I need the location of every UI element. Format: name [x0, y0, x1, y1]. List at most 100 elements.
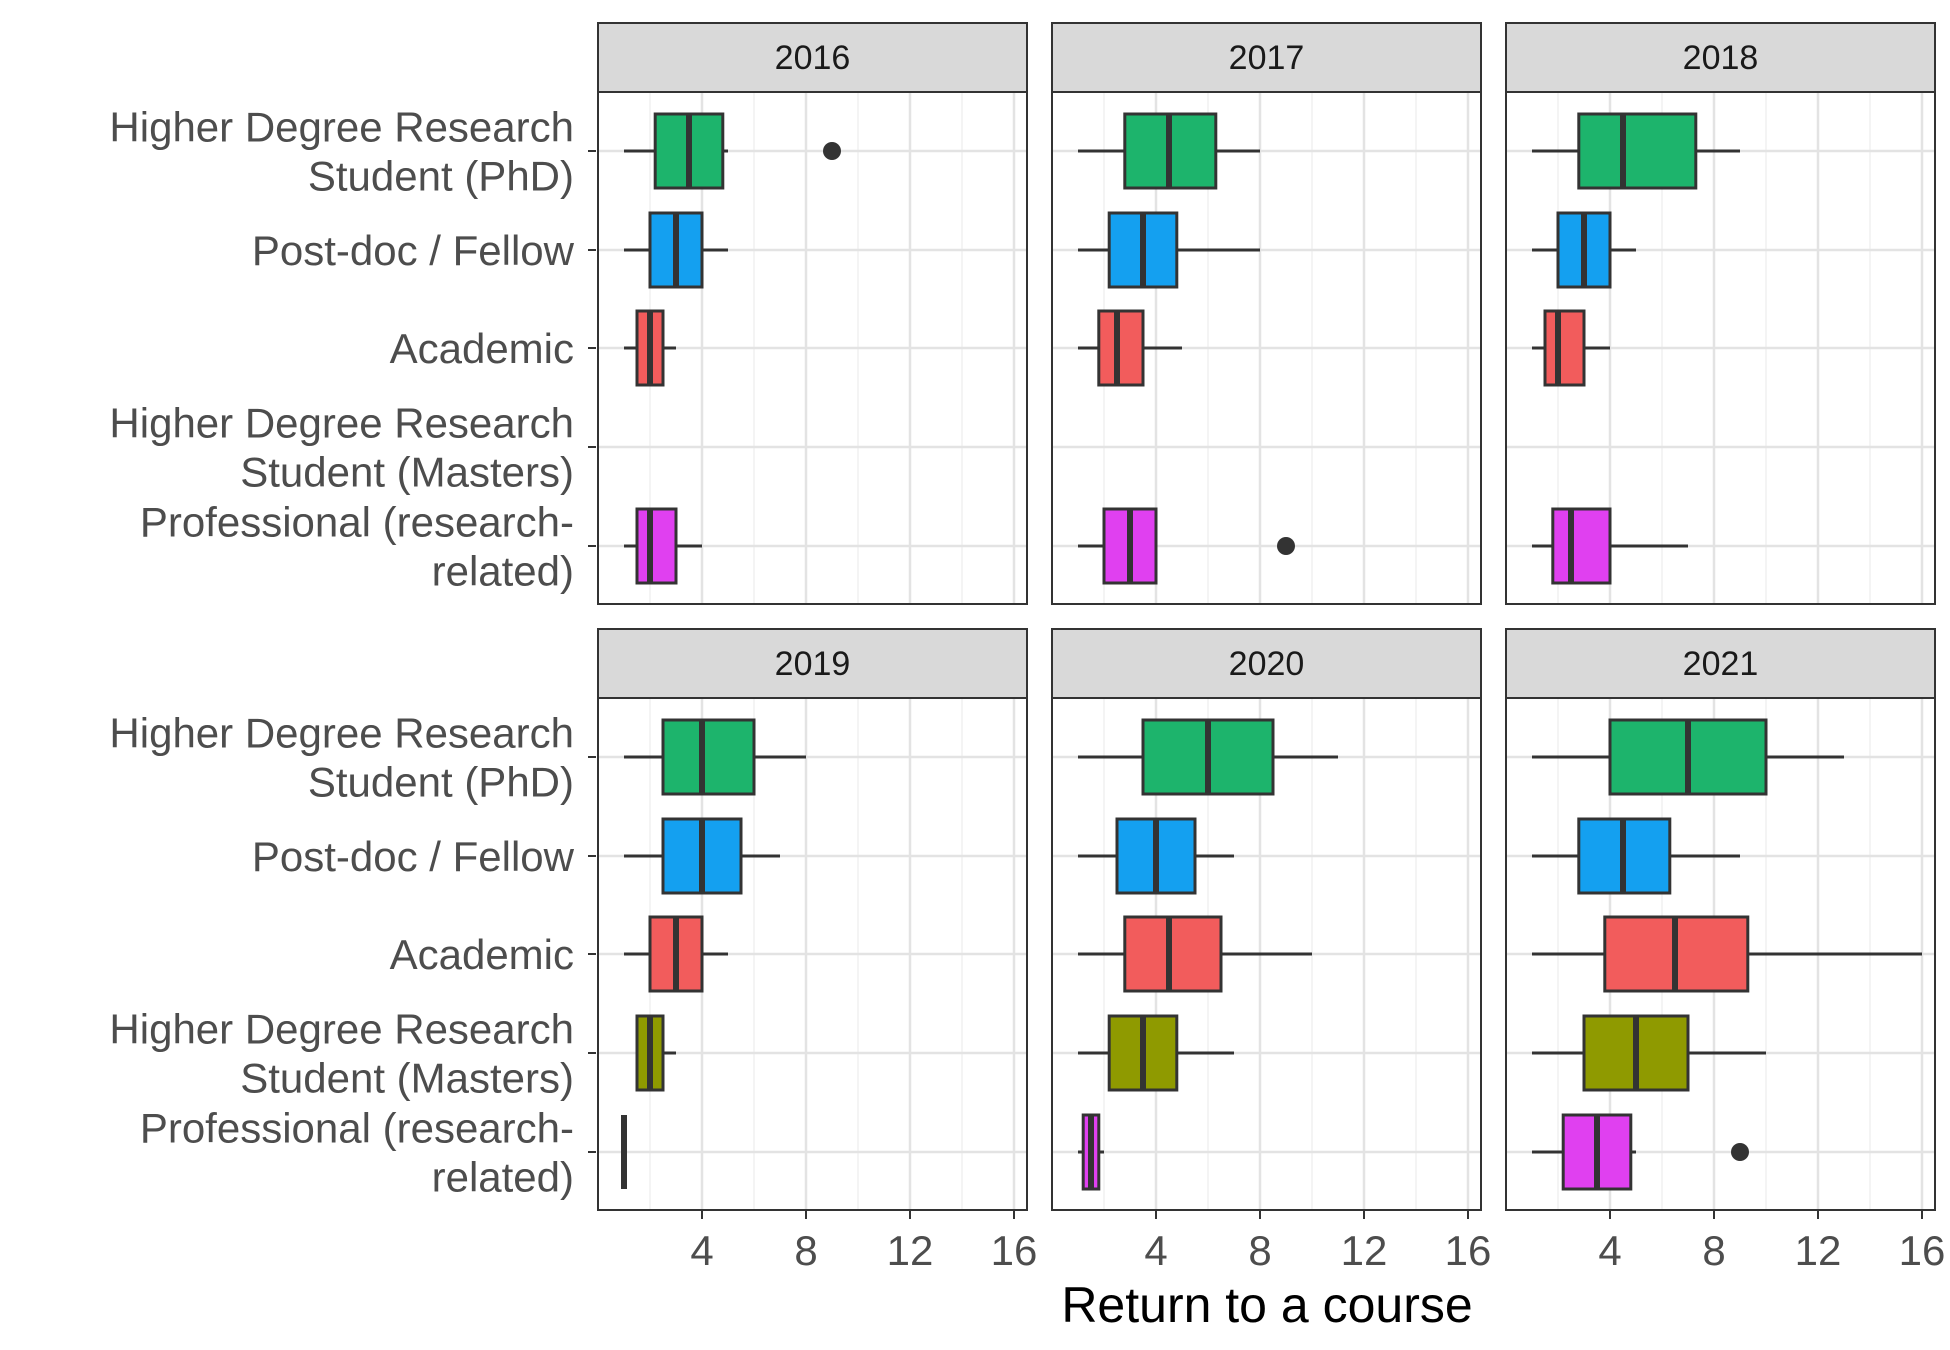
panel-border	[597, 91, 1028, 605]
category-label: Professional (research-related)	[140, 1105, 574, 1201]
box-iqr	[1551, 507, 1612, 585]
facet-panel: 2018	[1505, 22, 1936, 605]
box-plot	[1078, 1113, 1104, 1191]
box-plot	[1532, 507, 1688, 585]
x-tick-label: 12	[1795, 1227, 1842, 1274]
box-plot	[624, 112, 841, 190]
facet-strip	[1505, 22, 1936, 93]
box-plot	[1078, 211, 1260, 289]
box-plot	[1532, 718, 1844, 796]
category-label-line: Student (PhD)	[308, 153, 574, 200]
facet-strip-label: 2018	[1683, 39, 1759, 77]
box-plot	[1078, 309, 1182, 387]
x-tick-label: 16	[1445, 1227, 1492, 1274]
outlier-point	[823, 142, 841, 160]
box-plot	[1078, 112, 1260, 190]
category-label-line: Student (PhD)	[308, 759, 574, 806]
box-iqr	[1577, 112, 1698, 190]
category-label-line: Student (Masters)	[240, 1055, 574, 1102]
facet-panel: 2016	[597, 22, 1028, 605]
box-iqr	[661, 718, 756, 796]
box-plot	[1532, 915, 1922, 993]
box-plot	[1078, 1014, 1234, 1092]
facet-panel: 2019 4 8 12 16	[597, 628, 1038, 1274]
x-tick-label: 8	[794, 1227, 817, 1274]
facet-strip-label: 2017	[1229, 39, 1305, 77]
box-plot	[635, 1014, 676, 1092]
panel-border	[1051, 91, 1482, 605]
panel-border	[1505, 697, 1936, 1211]
facet-strip-label: 2019	[775, 645, 851, 683]
facet-panels: 2016 2017 2018 2019 4 8 12 16 2020 4 8 12 16 2021 4 8 12…	[597, 22, 1946, 1274]
box-plot	[1078, 718, 1338, 796]
facet-panel: 2021 4 8 12 16	[1505, 628, 1946, 1274]
box-iqr	[1543, 309, 1586, 387]
box-plot	[1532, 112, 1740, 190]
category-label-line: Post-doc / Fellow	[252, 833, 575, 880]
panel-border	[597, 697, 1028, 1211]
box-plot	[624, 309, 676, 387]
box-plot	[1532, 1014, 1766, 1092]
facet-strip	[1051, 628, 1482, 699]
x-tick-label: 8	[1248, 1227, 1271, 1274]
facet-panel: 2017	[1051, 22, 1482, 605]
category-label: Higher Degree Research Student (PhD)	[109, 104, 574, 200]
category-label-line: Higher Degree Research	[109, 104, 574, 151]
x-tick-label: 4	[690, 1227, 713, 1274]
x-tick-label: 12	[1341, 1227, 1388, 1274]
category-label: Post-doc / Fellow	[252, 833, 575, 880]
box-iqr	[635, 507, 678, 585]
category-label: Academic	[390, 325, 574, 372]
box-plot	[624, 915, 728, 993]
facet-strip	[597, 22, 1028, 93]
x-tick-label: 8	[1702, 1227, 1725, 1274]
panel-border	[1051, 697, 1482, 1211]
category-label: Higher Degree Research Student (Masters)	[109, 400, 574, 496]
x-tick-label: 16	[1899, 1227, 1946, 1274]
facet-strip	[1051, 22, 1482, 93]
box-plot	[624, 507, 702, 585]
facet-panel: 2020 4 8 12 16	[1051, 628, 1492, 1274]
category-label-line: Student (Masters)	[240, 449, 574, 496]
box-plot	[1078, 507, 1295, 585]
x-axis-title: Return to a course	[1061, 1277, 1472, 1333]
category-label-line: related)	[432, 1154, 574, 1201]
category-label-line: Academic	[390, 931, 574, 978]
category-label-line: Professional (research-	[140, 1105, 574, 1152]
box-plot	[624, 211, 728, 289]
category-label-line: Professional (research-	[140, 499, 574, 546]
box-iqr	[1123, 915, 1223, 993]
box-plot	[1078, 817, 1234, 895]
category-label-line: Higher Degree Research	[109, 400, 574, 447]
box-plot	[1532, 817, 1740, 895]
box-plot	[1532, 309, 1610, 387]
category-label-line: Academic	[390, 325, 574, 372]
facet-strip	[1505, 628, 1936, 699]
facet-strip-label: 2020	[1229, 645, 1305, 683]
x-tick-label: 4	[1144, 1227, 1167, 1274]
panel-border	[1505, 91, 1936, 605]
category-label: Higher Degree Research Student (PhD)	[109, 710, 574, 806]
outlier-point	[1277, 537, 1295, 555]
category-label: Academic	[390, 931, 574, 978]
y-axis-category-labels: Higher Degree Research Student (PhD)Post-…	[109, 104, 596, 1201]
category-label: Higher Degree Research Student (Masters)	[109, 1006, 574, 1102]
x-tick-label: 4	[1598, 1227, 1621, 1274]
box-plot	[1078, 915, 1312, 993]
box-iqr	[1097, 309, 1145, 387]
category-label-line: Higher Degree Research	[109, 1006, 574, 1053]
category-label-line: related)	[432, 548, 574, 595]
facet-strip-label: 2021	[1683, 645, 1759, 683]
x-tick-label: 12	[887, 1227, 934, 1274]
box-plot	[624, 817, 780, 895]
box-plot	[624, 718, 806, 796]
category-label-line: Higher Degree Research	[109, 710, 574, 757]
facet-strip-label: 2016	[775, 39, 851, 77]
box-plot	[1532, 1113, 1749, 1191]
category-label-line: Post-doc / Fellow	[252, 227, 575, 274]
category-label: Post-doc / Fellow	[252, 227, 575, 274]
x-tick-label: 16	[991, 1227, 1038, 1274]
category-label: Professional (research-related)	[140, 499, 574, 595]
box-plot	[1532, 211, 1636, 289]
